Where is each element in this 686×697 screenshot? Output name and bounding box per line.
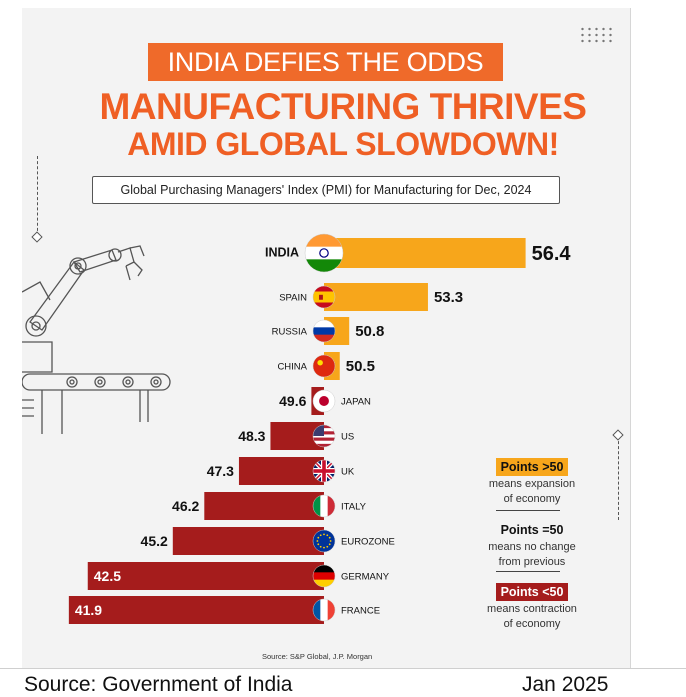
china-flag-icon [312, 354, 336, 378]
legend-desc-above-2: of economy [503, 493, 561, 505]
legend-expansion: Points >50 means expansion of economy [474, 458, 590, 506]
legend-badge-above: Points >50 [495, 458, 569, 476]
japan-flag-icon [312, 389, 336, 413]
category-label-spain: SPAIN [279, 293, 307, 304]
legend-desc-below-1: means contraction [487, 603, 577, 615]
source-note: Source: S&P Global, J.P. Morgan [262, 652, 373, 661]
bar-uk [238, 457, 324, 485]
legend-desc-below-2: of economy [503, 618, 561, 630]
category-label-us: US [341, 432, 354, 443]
category-label-uk: UK [341, 467, 355, 478]
headline-line-2: AMID GLOBAL SLOWDOWN! [127, 126, 559, 162]
india-flag-icon [304, 233, 344, 273]
france-flag-icon [312, 598, 336, 622]
category-label-russia: RUSSIA [272, 327, 308, 338]
frame-border-bottom [0, 668, 686, 669]
russia-flag-icon [312, 319, 336, 343]
legend-desc-equal-2: from previous [498, 556, 566, 568]
bar-france [68, 596, 324, 624]
legend-badge-below: Points <50 [495, 583, 569, 601]
legend-desc-equal-1: means no change [488, 541, 576, 553]
legend-divider [496, 510, 560, 511]
bar-eurozone [172, 527, 324, 555]
caption-source: Source: Government of India [24, 673, 293, 696]
category-label-italy: ITALY [341, 502, 367, 513]
category-label-india: INDIA [265, 246, 299, 260]
category-label-japan: JAPAN [341, 397, 371, 408]
value-label-italy: 46.2 [172, 498, 199, 514]
value-label-russia: 50.8 [355, 323, 384, 340]
uk-flag-icon [312, 459, 336, 483]
frame-border-right [630, 8, 631, 668]
title-banner: INDIA DEFIES THE ODDS [148, 43, 503, 81]
bar-spain [324, 283, 428, 311]
category-label-france: FRANCE [341, 606, 380, 617]
bar-germany [87, 562, 324, 590]
category-label-germany: GERMANY [341, 572, 390, 583]
value-label-germany: 42.5 [94, 568, 121, 584]
caption-date: Jan 2025 [522, 673, 609, 696]
value-label-uk: 47.3 [207, 463, 234, 479]
headline-line-1: MANUFACTURING THRIVES [99, 86, 587, 127]
bar-italy [204, 492, 324, 520]
legend-desc-above-1: means expansion [488, 478, 576, 490]
italy-flag-icon [312, 494, 336, 518]
category-label-eurozone: EUROZONE [341, 537, 395, 548]
eurozone-flag-icon [312, 529, 336, 553]
value-label-china: 50.5 [346, 358, 375, 375]
category-label-china: CHINA [277, 362, 307, 373]
dots-pattern-icon [579, 26, 613, 44]
bar-india [324, 238, 526, 268]
legend-badge-equal: Points =50 [500, 523, 564, 537]
value-label-india: 56.4 [532, 243, 572, 265]
chart-subtitle: Global Purchasing Managers' Index (PMI) … [92, 176, 560, 204]
legend-divider [496, 571, 560, 572]
germany-flag-icon [312, 564, 336, 588]
spain-flag-icon [312, 285, 336, 309]
us-flag-icon [312, 424, 336, 448]
value-label-eurozone: 45.2 [141, 533, 168, 549]
decorative-dashed-line [37, 156, 38, 236]
value-label-japan: 49.6 [279, 393, 306, 409]
robot-arm-icon [22, 245, 171, 434]
decorative-dashed-line-right [618, 436, 619, 520]
value-label-spain: 53.3 [434, 289, 463, 306]
value-label-france: 41.9 [75, 602, 102, 618]
legend-contraction: Points <50 means contraction of economy [474, 583, 590, 631]
legend-no-change: Points =50 means no change from previous [474, 521, 590, 569]
conveyor-icon [22, 373, 171, 434]
value-label-us: 48.3 [238, 428, 265, 444]
